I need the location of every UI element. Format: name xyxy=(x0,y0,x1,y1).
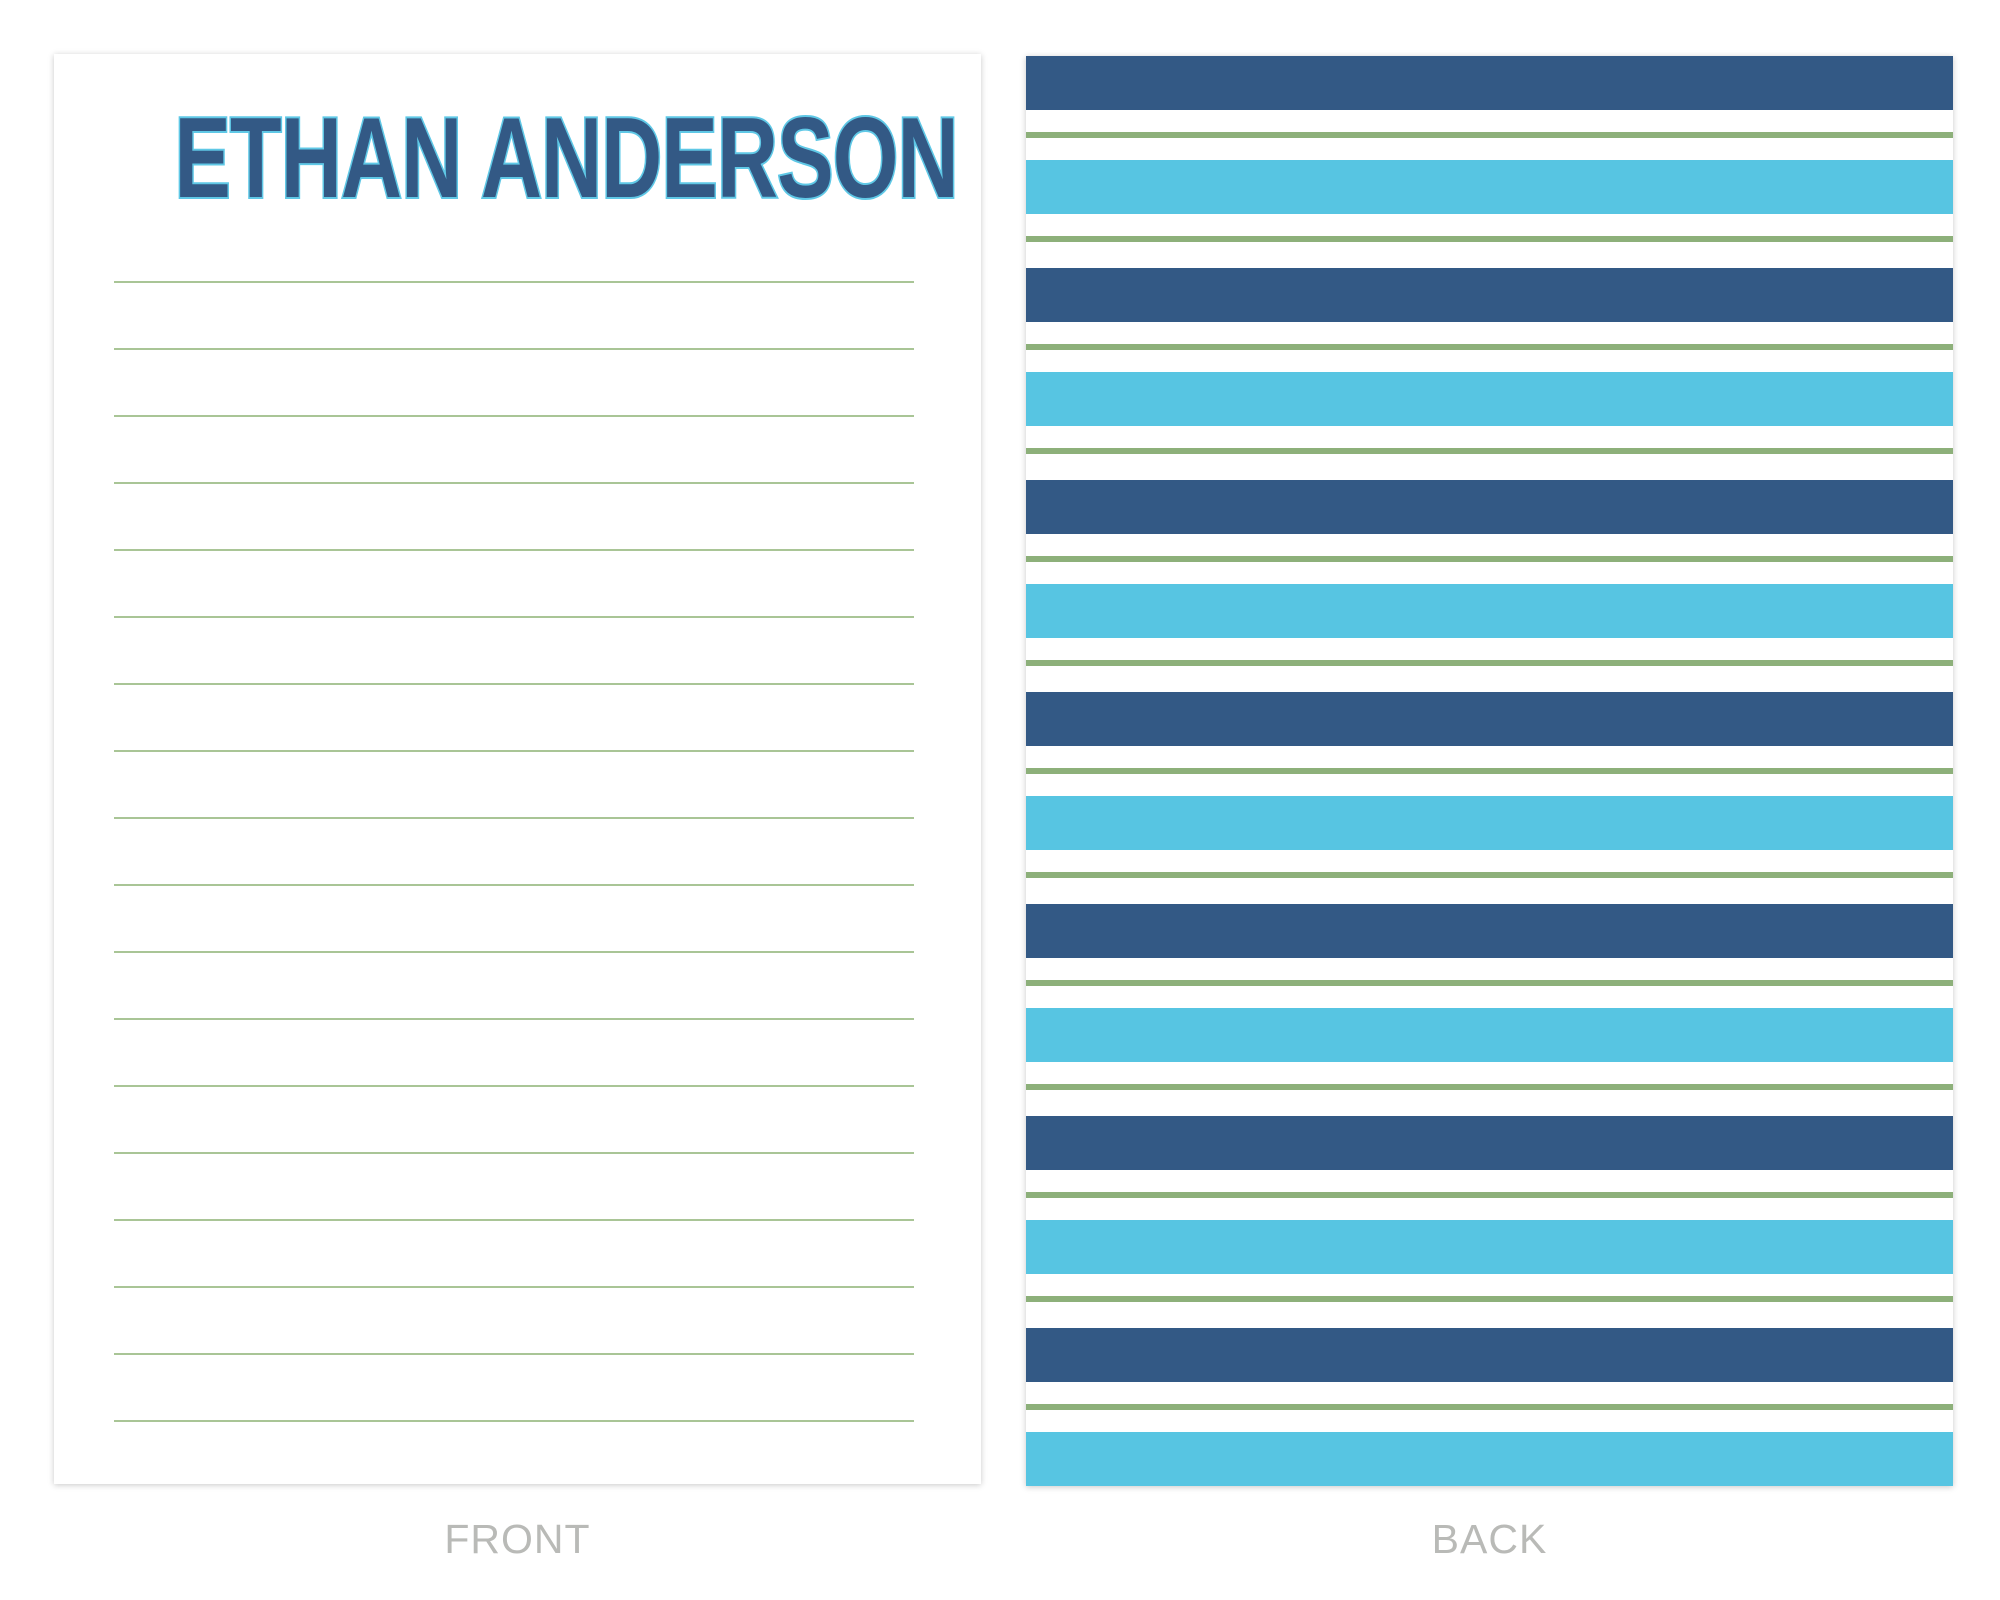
ruled-line xyxy=(114,1219,914,1221)
stripe-green xyxy=(1026,132,1953,138)
stripe-navy xyxy=(1026,480,1953,534)
ruled-line xyxy=(114,1152,914,1154)
ruled-line xyxy=(114,1018,914,1020)
ruled-line xyxy=(114,348,914,350)
ruled-line xyxy=(114,1353,914,1355)
ruled-line xyxy=(114,750,914,752)
stripe-green xyxy=(1026,1192,1953,1198)
ruled-line xyxy=(114,1420,914,1422)
stripe-green xyxy=(1026,344,1953,350)
stripe-sky xyxy=(1026,1008,1953,1062)
stripe-navy xyxy=(1026,904,1953,958)
stripe-navy xyxy=(1026,56,1953,110)
ruled-line xyxy=(114,1286,914,1288)
notepad-front: ETHAN ANDERSON xyxy=(54,54,981,1484)
stripe-green xyxy=(1026,448,1953,454)
stripe-sky xyxy=(1026,1432,1953,1486)
ruled-line xyxy=(114,281,914,283)
ruled-line xyxy=(114,884,914,886)
stripe-navy xyxy=(1026,692,1953,746)
front-caption: FRONT xyxy=(444,1516,591,1562)
ruled-line xyxy=(114,1085,914,1087)
stripe-green xyxy=(1026,556,1953,562)
stripe-green xyxy=(1026,660,1953,666)
stripe-green xyxy=(1026,1404,1953,1410)
stripe-green xyxy=(1026,872,1953,878)
stripe-sky xyxy=(1026,584,1953,638)
stripe-sky xyxy=(1026,372,1953,426)
notepad-back-stripes xyxy=(1026,56,1953,1486)
stripe-navy xyxy=(1026,1116,1953,1170)
ruled-line xyxy=(114,616,914,618)
stripe-green xyxy=(1026,1296,1953,1302)
ruled-line xyxy=(114,415,914,417)
name-title: ETHAN ANDERSON xyxy=(173,95,960,222)
ruled-line xyxy=(114,683,914,685)
back-caption: BACK xyxy=(1431,1516,1548,1562)
stripe-sky xyxy=(1026,1220,1953,1274)
ruled-line xyxy=(114,951,914,953)
stripe-green xyxy=(1026,236,1953,242)
stripe-sky xyxy=(1026,796,1953,850)
ruled-line xyxy=(114,549,914,551)
stripe-navy xyxy=(1026,1328,1953,1382)
ruled-line xyxy=(114,482,914,484)
stripe-green xyxy=(1026,980,1953,986)
stripe-navy xyxy=(1026,268,1953,322)
stripe-green xyxy=(1026,1084,1953,1090)
stripe-green xyxy=(1026,768,1953,774)
ruled-line xyxy=(114,817,914,819)
stripe-sky xyxy=(1026,160,1953,214)
